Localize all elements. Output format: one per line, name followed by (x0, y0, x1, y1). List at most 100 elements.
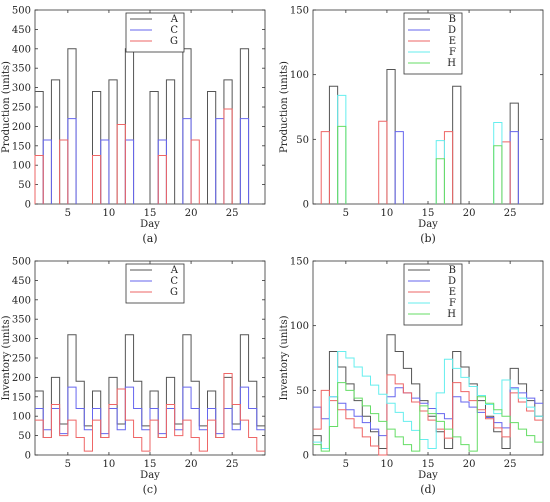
bar-A-day-1 (34, 90, 44, 204)
x-tick-label: 10 (381, 208, 394, 219)
x-tick-label: 25 (226, 208, 239, 219)
x-tick-label: 10 (103, 459, 116, 470)
y-tick-label: 350 (12, 64, 31, 75)
y-axis-label: Inventory (units) (279, 315, 290, 400)
y-tick-label: 450 (12, 25, 31, 36)
bar-B-day-3 (328, 85, 339, 204)
x-tick-label: 5 (343, 459, 349, 470)
bar-A-day-3 (50, 79, 61, 204)
bar-C-day-5 (67, 118, 77, 204)
x-tick-label: 10 (381, 459, 394, 470)
bar-D-day-25 (509, 131, 519, 204)
bar-E-day-2 (320, 131, 330, 204)
bar-G-day-24 (223, 108, 233, 204)
legend-label-D: D (448, 276, 456, 287)
y-tick-label: 50 (296, 386, 309, 397)
bar-G-day-11 (116, 123, 126, 204)
panel-caption: (d) (420, 483, 436, 496)
x-tick-label: 15 (144, 459, 157, 470)
y-tick-label: 400 (12, 44, 31, 55)
bar-F-day-23 (493, 122, 503, 204)
bar-F-day-4 (337, 94, 347, 204)
panel-c: 0 50 100 150 200 250 300 350 400 450 500 5 10 15 20 25 D… (1, 257, 266, 496)
bar-A-day-12 (124, 48, 135, 204)
x-tick-label: 20 (185, 459, 198, 470)
x-axis-label: Day (140, 219, 160, 230)
panel-a: 0 50 100 150 200 250 300 350 400 450 500 5 10 15 20 25 D… (1, 6, 266, 245)
y-axis-label: Production (units) (279, 61, 290, 153)
bar-A-day-19 (182, 48, 192, 204)
x-tick-label: 25 (226, 459, 239, 470)
bar-C-day-12 (124, 139, 135, 204)
bar-H-day-23 (493, 145, 503, 204)
y-tick-label: 450 (12, 276, 31, 287)
legend-label-E: E (449, 287, 456, 298)
y-tick-label: 0 (25, 200, 31, 211)
bar-C-day-16 (157, 139, 167, 204)
y-tick-label: 50 (18, 180, 31, 191)
y-tick-label: 500 (12, 6, 31, 17)
bar-G-day-4 (59, 139, 69, 204)
bar-G-day-20 (190, 139, 200, 204)
bar-A-day-8 (92, 90, 102, 204)
x-tick-label: 5 (65, 208, 71, 219)
legend-label-A: A (170, 14, 179, 25)
y-tick-label: 100 (12, 412, 31, 423)
bar-G-day-16 (157, 155, 167, 204)
legend-box (403, 263, 463, 326)
y-axis-label: Production (units) (1, 61, 12, 153)
series-line-E (313, 374, 543, 456)
bar-C-day-2 (42, 139, 52, 204)
panel-caption: (b) (420, 232, 436, 245)
x-tick-label: 25 (504, 208, 517, 219)
bar-A-day-24 (223, 79, 233, 204)
y-tick-label: 150 (290, 257, 309, 268)
bar-A-day-22 (207, 90, 217, 204)
y-tick-label: 100 (12, 161, 31, 172)
series-line-F (313, 351, 543, 450)
y-tick-label: 250 (12, 354, 31, 365)
legend-label-F: F (449, 298, 456, 309)
bar-A-day-26 (239, 48, 250, 204)
bar-E-day-17 (443, 131, 454, 204)
legend-box (403, 12, 463, 75)
bar-H-day-4 (337, 125, 347, 204)
x-tick-label: 20 (463, 208, 476, 219)
panel-d: 0 50 100 150 5 10 15 20 25 Day Inventory (units) (d… (279, 257, 544, 496)
legend-label-C: C (170, 276, 178, 287)
y-tick-label: 300 (12, 334, 31, 345)
y-tick-label: 150 (12, 392, 31, 403)
bar-A-day-17 (165, 79, 176, 204)
bar-C-day-26 (239, 118, 250, 204)
panel-caption: (a) (142, 232, 157, 245)
y-tick-label: 100 (290, 70, 309, 81)
series-line-G (35, 373, 265, 452)
y-tick-label: 0 (303, 200, 309, 211)
bar-H-day-16 (435, 158, 445, 204)
y-tick-label: 500 (12, 257, 31, 268)
legend: ACG (125, 263, 185, 304)
legend-label-H: H (447, 309, 456, 320)
legend-label-H: H (447, 58, 456, 69)
y-tick-label: 200 (12, 373, 31, 384)
legend-label-G: G (170, 287, 178, 298)
x-tick-label: 15 (422, 208, 435, 219)
bar-B-day-10 (386, 68, 396, 204)
series-line-B (313, 334, 543, 450)
series-line-H (313, 382, 543, 452)
y-tick-label: 200 (12, 122, 31, 133)
y-tick-label: 150 (290, 6, 309, 17)
bar-B-day-25 (509, 102, 519, 204)
x-tick-label: 10 (103, 208, 116, 219)
x-tick-label: 15 (422, 459, 435, 470)
legend-label-C: C (170, 25, 178, 36)
legend-label-A: A (170, 265, 179, 276)
y-axis-label: Inventory (units) (1, 315, 12, 400)
bar-A-day-15 (149, 90, 159, 204)
y-tick-label: 350 (12, 315, 31, 326)
x-tick-label: 5 (343, 208, 349, 219)
x-tick-label: 15 (144, 208, 157, 219)
panel-b: 0 50 100 150 5 10 15 20 25 Day Production (units) (… (279, 6, 544, 245)
bar-C-day-19 (182, 118, 192, 204)
